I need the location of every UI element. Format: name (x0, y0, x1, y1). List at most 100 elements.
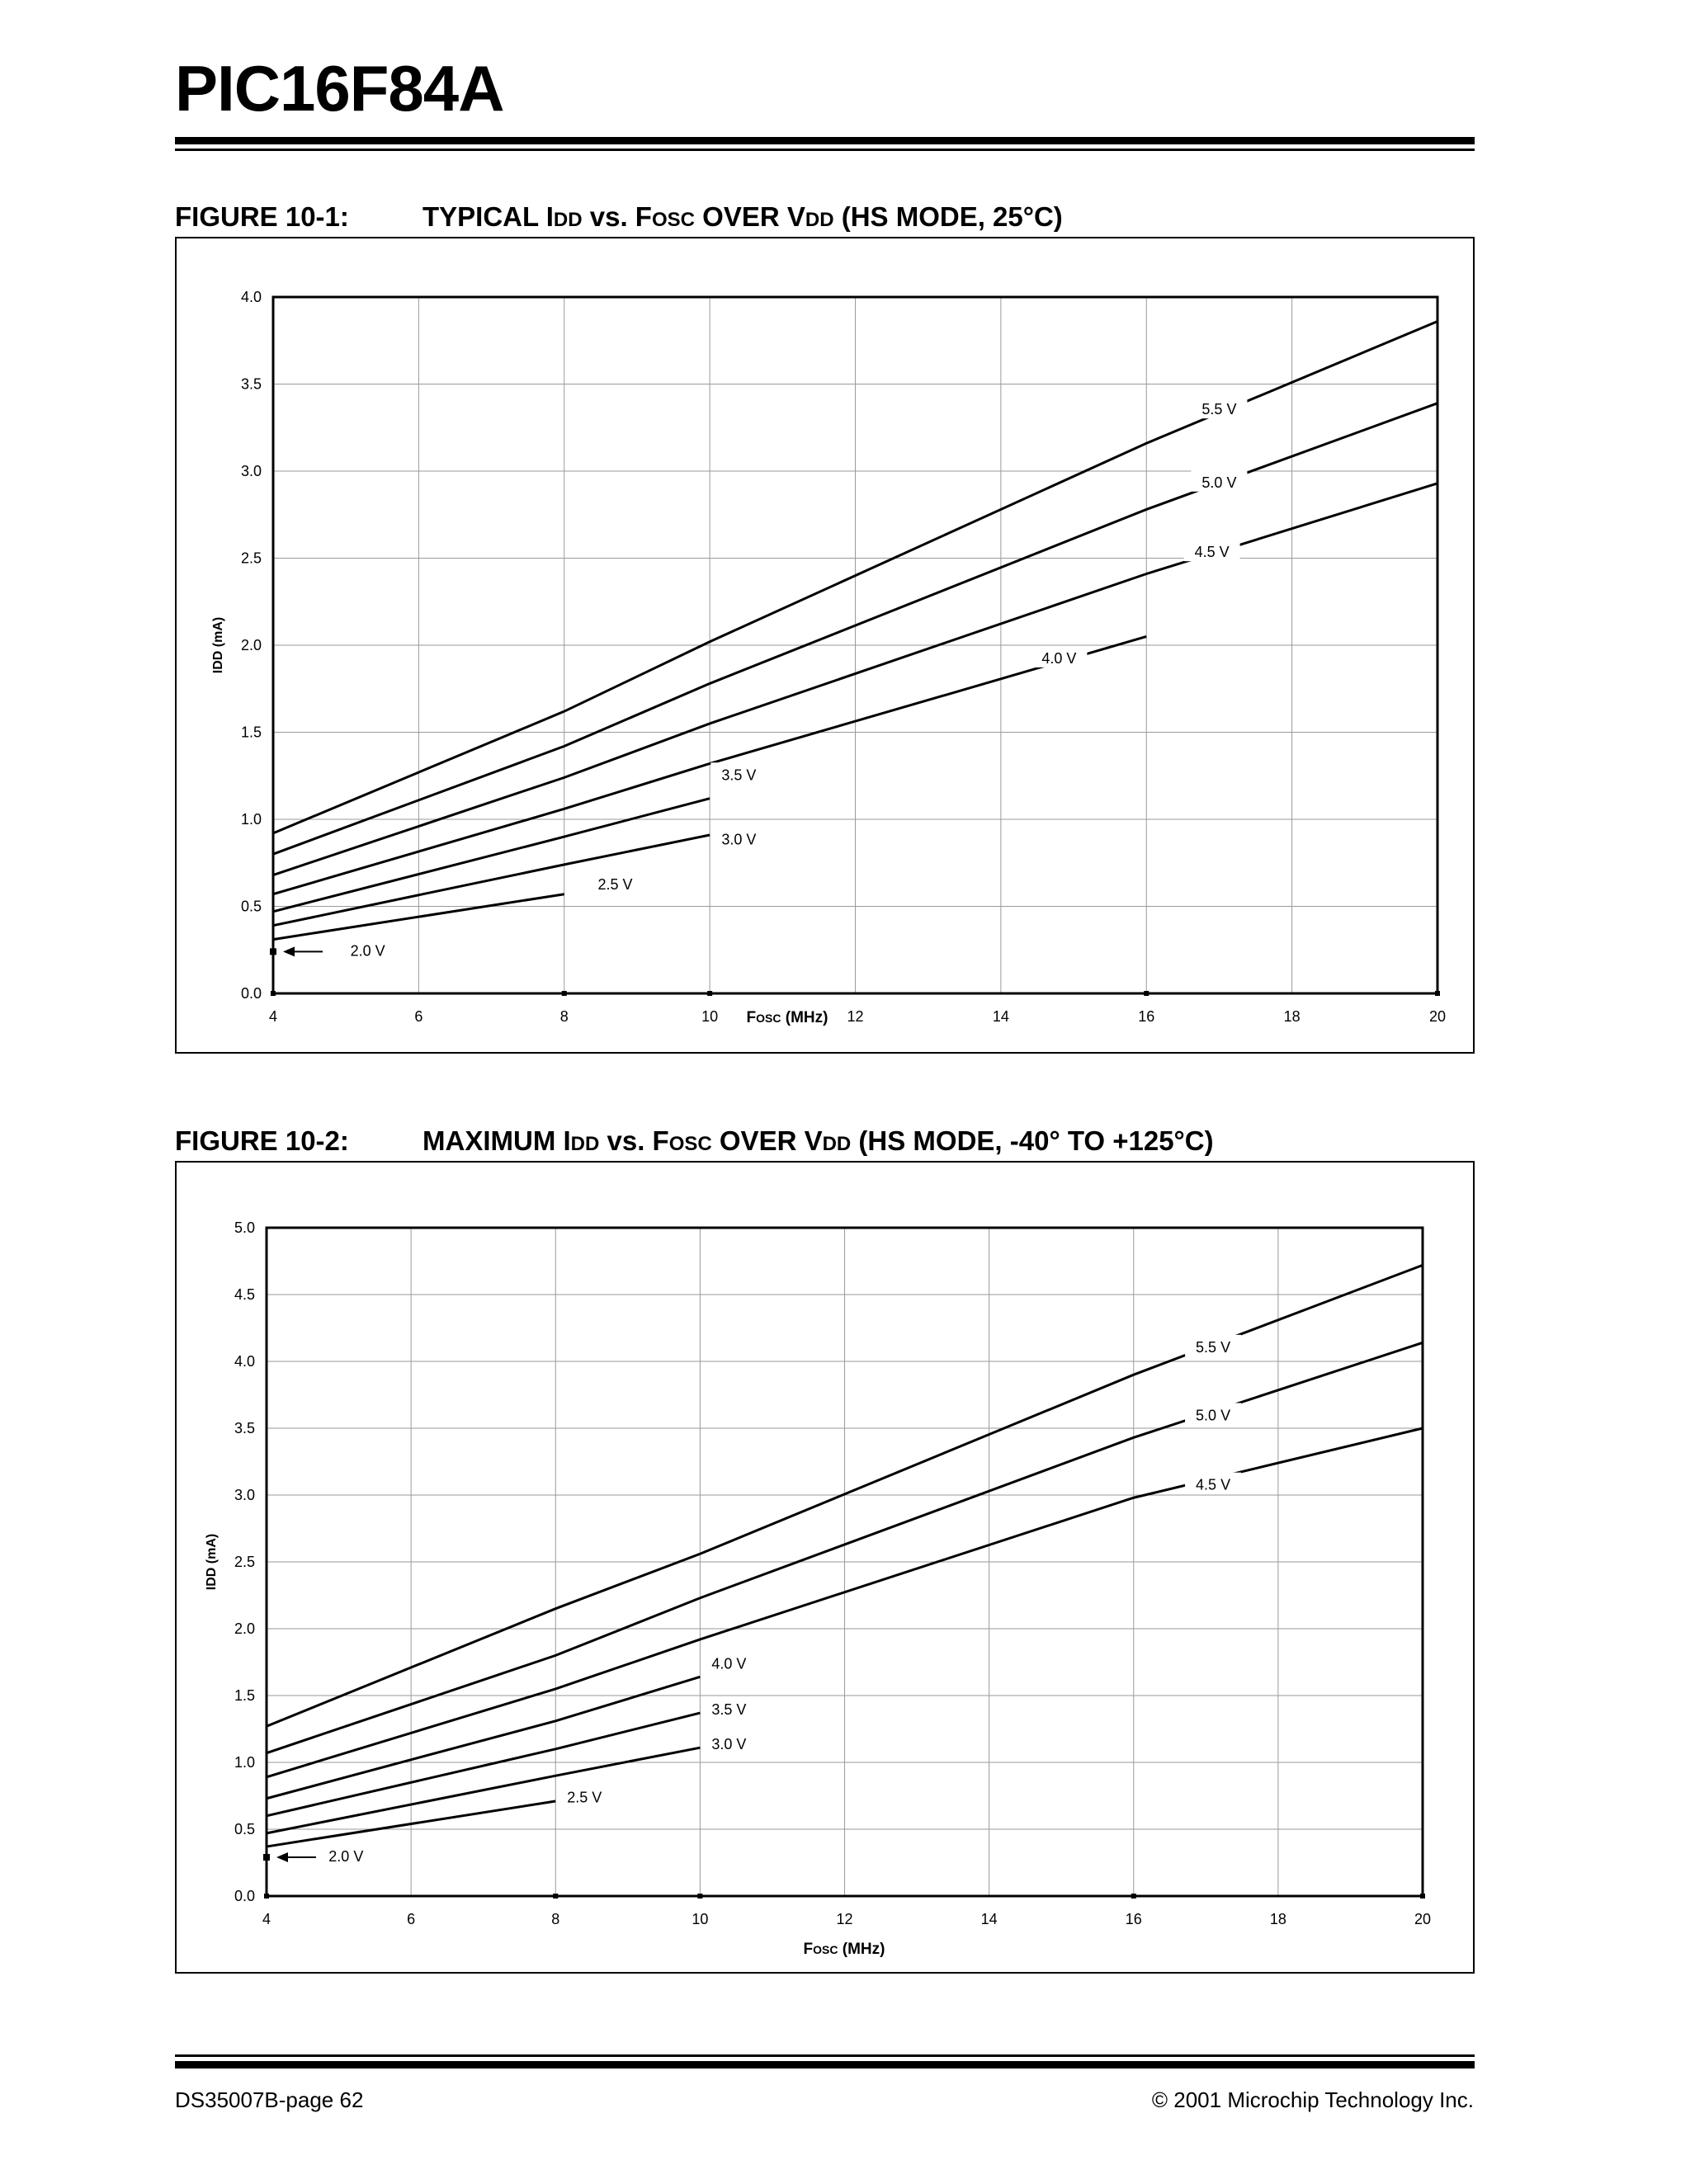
c1-x-tick-label: 4 (269, 1008, 277, 1025)
c1-x-tick-label: 16 (1138, 1008, 1154, 1025)
c1-x-tick-label: 10 (701, 1008, 718, 1025)
c2-series-label-3-5v: 3.5 V (711, 1701, 746, 1718)
c2-x-axis-marker (264, 1894, 269, 1899)
c1-series-line-3-5v (272, 797, 710, 913)
c1-series-label-5-5v: 5.5 V (1201, 401, 1236, 417)
c2-series-line-2-5v (266, 1800, 556, 1848)
c1-series-label-2-0v: 2.0 V (351, 942, 385, 959)
c1-y-tick-label: 3.0 (241, 463, 262, 479)
c2-x-tick-label: 8 (551, 1911, 559, 1927)
c2-y-tick-label: 0.5 (234, 1821, 255, 1837)
c1-x-axis-marker (1144, 991, 1149, 996)
c2-y-tick-label: 1.5 (234, 1687, 255, 1704)
footer-rule-thin (175, 2054, 1475, 2057)
figure-2-caption: FIGURE 10-2: MAXIMUM IDD vs. FOSC OVER VD… (175, 1125, 1214, 1156)
c2-series-label-bg-5-0v (1185, 1403, 1242, 1425)
c2-x-tick-label: 6 (407, 1911, 415, 1927)
header-rule-thick (175, 137, 1475, 144)
c1-y-tick-label: 1.0 (241, 811, 262, 828)
c1-x-tick-label: 18 (1284, 1008, 1301, 1025)
c1-y-tick-label: 2.5 (241, 550, 262, 567)
figure-1-number: FIGURE 10-1: (175, 201, 349, 232)
c1-series-label-2-5v: 2.5 V (597, 876, 632, 893)
c1-x-tick-label: 12 (847, 1008, 863, 1025)
c1-y-tick-label: 3.5 (241, 376, 262, 393)
c1-y-tick-label: 0.0 (241, 985, 262, 1002)
c1-x-axis-label: FOSC (MHz) (747, 1009, 828, 1026)
figure-2-number: FIGURE 10-2: (175, 1125, 349, 1156)
c1-y-tick-label: 1.5 (241, 724, 262, 741)
c1-y-tick-label: 2.0 (241, 637, 262, 653)
c1-arrow-head (283, 946, 295, 957)
c2-series-label-4-5v: 4.5 V (1196, 1477, 1230, 1493)
c2-series-label-5-5v: 5.5 V (1196, 1339, 1230, 1356)
c2-series-label-2-0v: 2.0 V (328, 1848, 363, 1865)
c1-series-label-bg-2-0v (339, 938, 396, 960)
c2-series-line-3-5v (266, 1711, 701, 1818)
c1-y-axis-label: IDD (mA) (211, 617, 225, 673)
c2-y-tick-label: 4.5 (234, 1286, 255, 1303)
c2-x-tick-label: 10 (692, 1911, 708, 1927)
c2-x-axis-marker (553, 1894, 559, 1899)
header-rule-thin (175, 149, 1475, 151)
c1-series-label-3-0v: 3.0 V (721, 831, 756, 847)
c2-series-label-bg-2-0v (318, 1844, 375, 1866)
c2-y-tick-label: 2.0 (234, 1620, 255, 1637)
c2-series-label-bg-4-5v (1185, 1472, 1242, 1494)
c2-series-point-2-0v (263, 1854, 270, 1861)
c2-x-tick-label: 16 (1126, 1911, 1142, 1927)
c1-y-tick-label: 0.5 (241, 899, 262, 915)
c1-series-label-bg-4-5v (1183, 540, 1240, 562)
c1-series-label-5-0v: 5.0 V (1201, 474, 1236, 491)
footer-page-number: DS35007B-page 62 (175, 2087, 364, 2112)
footer-copyright: © 2001 Microchip Technology Inc. (1151, 2087, 1474, 2112)
c1-series-label-3-5v: 3.5 V (721, 767, 756, 783)
c2-arrow-head (276, 1852, 288, 1863)
c1-plot-frame (271, 295, 1439, 995)
c2-series-label-3-0v: 3.0 V (711, 1736, 746, 1752)
c1-x-tick-label: 8 (560, 1008, 569, 1025)
c1-series-line-4-5v (272, 482, 1438, 876)
c2-series-line-3-0v (266, 1746, 701, 1835)
c2-series-label-5-0v: 5.0 V (1196, 1407, 1230, 1423)
c2-y-tick-label: 4.0 (234, 1353, 255, 1370)
c1-series-label-bg-3-0v (710, 827, 767, 849)
c1-x-tick-label: 20 (1429, 1008, 1446, 1025)
figure-1-caption: FIGURE 10-1: TYPICAL IDD vs. FOSC OVER VD… (175, 201, 1063, 232)
figure-1-box: 4 6 8 10 12 14 16 18 20 0.0 0.5 1.0 1.5 2.0 2.5 3.0 3.5 4… (175, 237, 1475, 1054)
c2-y-tick-label: 2.5 (234, 1554, 255, 1570)
c1-x-axis-marker (271, 991, 276, 996)
c2-series-label-4-0v: 4.0 V (711, 1656, 746, 1672)
c1-series-label-4-0v: 4.0 V (1041, 650, 1076, 667)
c2-x-axis-marker (697, 1894, 703, 1899)
c2-x-tick-label: 12 (836, 1911, 852, 1927)
c1-series-label-bg-5-0v (1191, 469, 1248, 492)
c2-x-tick-label: 18 (1270, 1911, 1286, 1927)
figure-2-box: 4 6 8 10 12 14 16 18 20 0.0 0.5 1.0 1.5 2.0 2.5 3.0 3.5 4… (175, 1161, 1475, 1974)
figure-2-chart: 4 6 8 10 12 14 16 18 20 0.0 0.5 1.0 1.5 2.0 2.5 3.0 3.5 4… (205, 1219, 1431, 1958)
c2-series-label-bg-2-5v (556, 1785, 613, 1807)
c2-y-tick-label: 5.0 (234, 1219, 255, 1236)
c2-y-tick-label: 0.0 (234, 1888, 255, 1904)
c1-x-axis-marker (707, 991, 713, 996)
footer-rule-thick (175, 2061, 1475, 2068)
c1-series-label-bg-2-5v (587, 872, 644, 894)
c1-series-line-2-5v (272, 893, 564, 941)
c1-series-label-bg-4-0v (1031, 645, 1088, 667)
c2-series-label-bg-5-5v (1185, 1334, 1242, 1356)
c1-series-point-2-0v (270, 948, 276, 955)
page-title: PIC16F84A (175, 52, 505, 125)
c2-x-axis-label: FOSC (MHz) (804, 1941, 885, 1958)
c2-series-label-bg-3-0v (701, 1731, 758, 1753)
c2-y-tick-label: 1.0 (234, 1754, 255, 1771)
figure-1-chart: 4 6 8 10 12 14 16 18 20 0.0 0.5 1.0 1.5 2.0 2.5 3.0 3.5 4… (211, 289, 1446, 1026)
c1-x-tick-label: 14 (993, 1008, 1009, 1025)
c1-y-tick-label: 4.0 (241, 289, 262, 305)
c2-series-label-2-5v: 2.5 V (567, 1790, 602, 1806)
c2-x-axis-marker (1131, 1894, 1136, 1899)
c1-series-line-3-0v (272, 833, 710, 927)
c2-series-label-bg-3-5v (701, 1696, 758, 1719)
c1-x-axis-marker (561, 991, 567, 996)
c1-series-label-bg-3-5v (710, 762, 767, 785)
c2-y-tick-label: 3.0 (234, 1487, 255, 1503)
